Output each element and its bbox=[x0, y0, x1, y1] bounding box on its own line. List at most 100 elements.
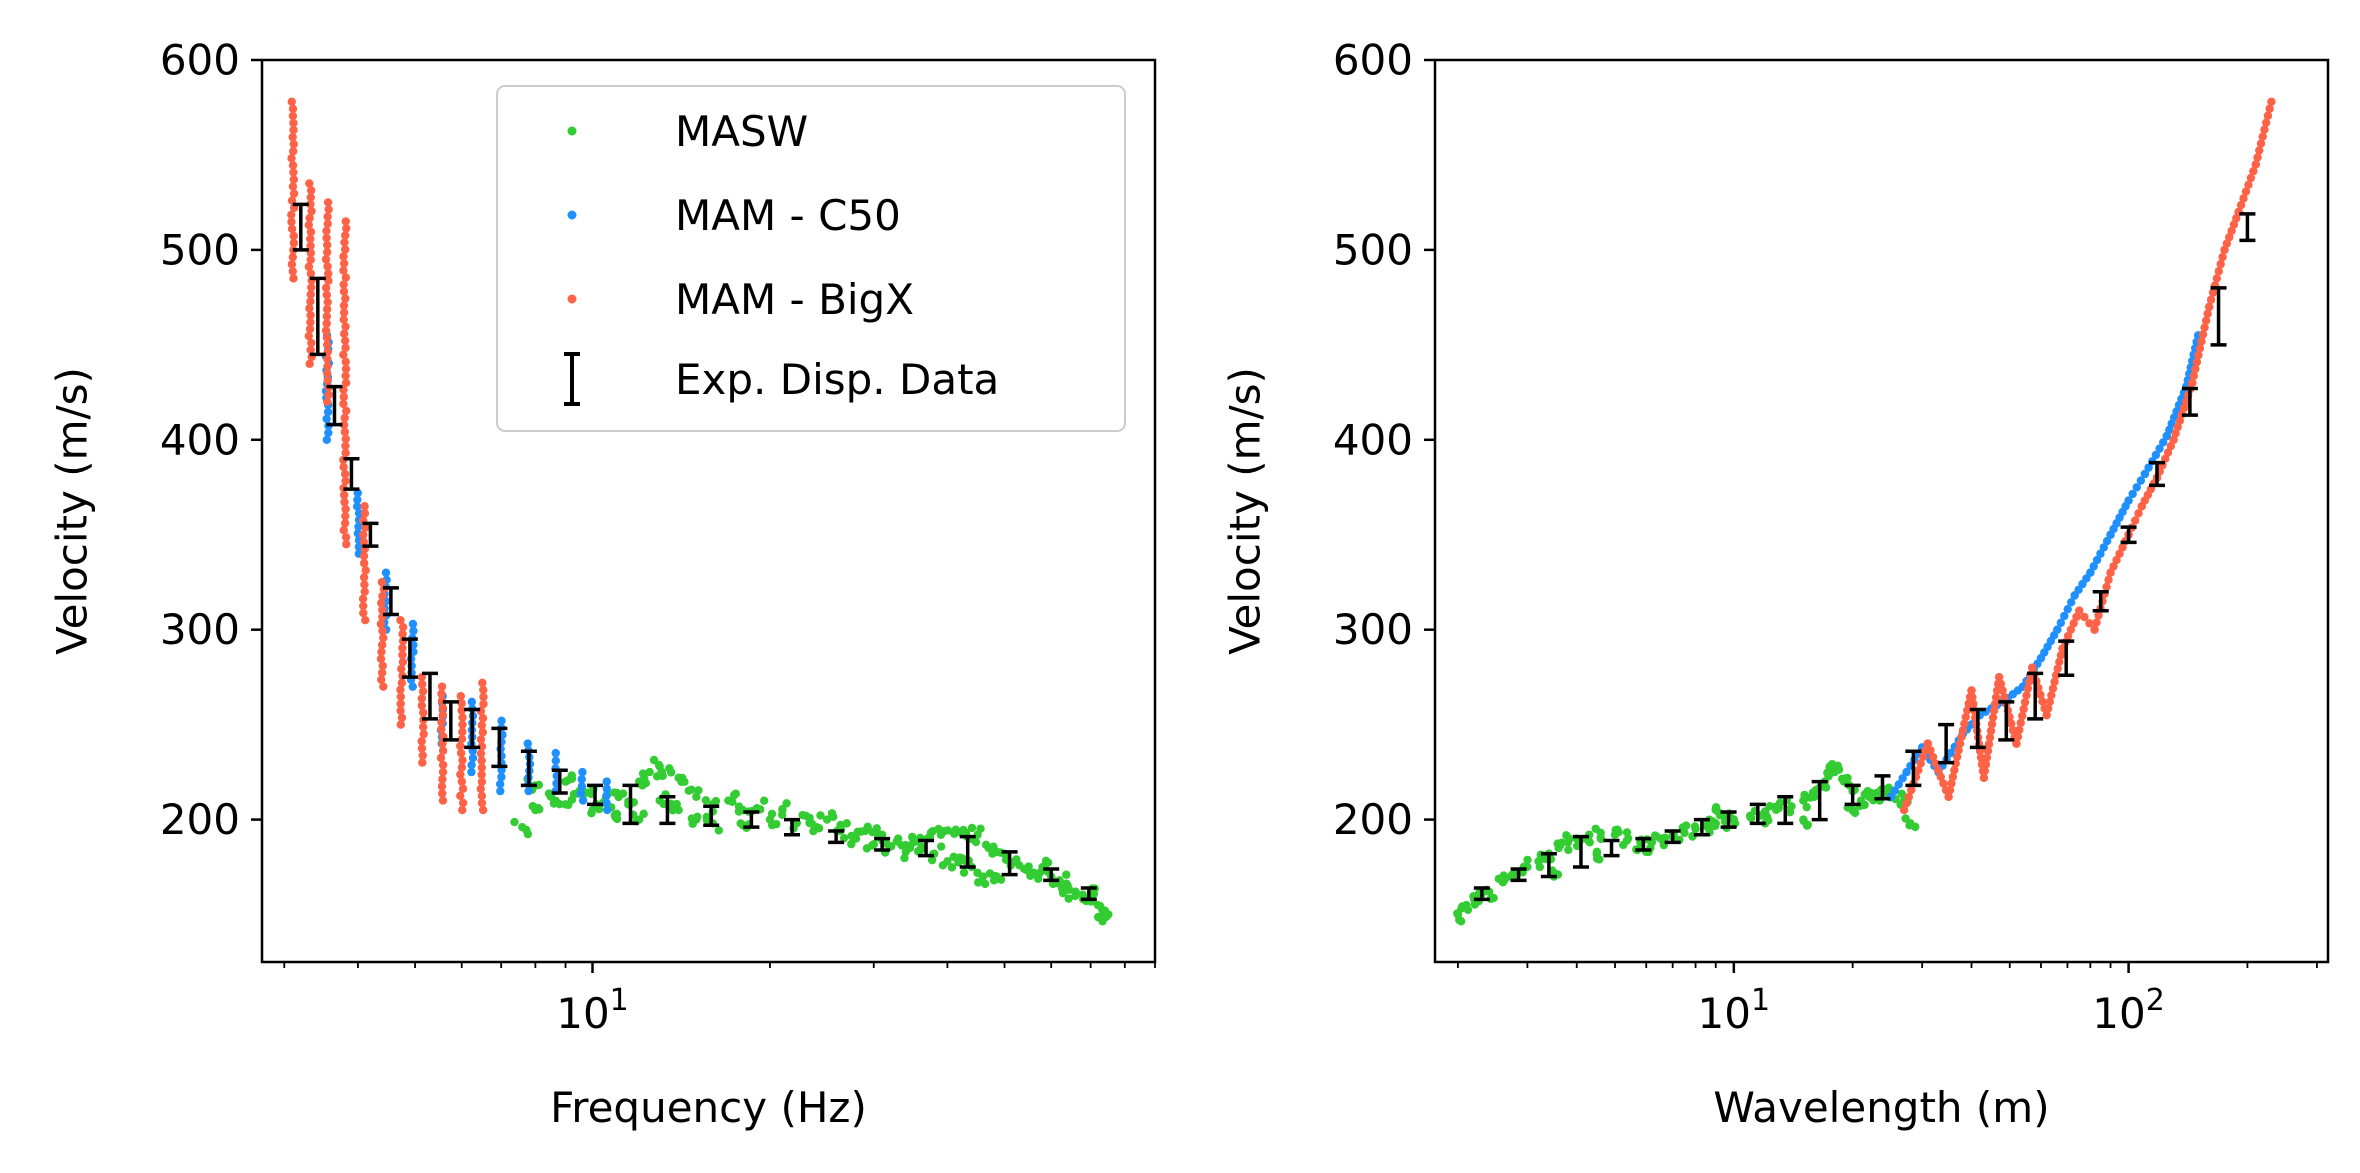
point-mam-bigx bbox=[339, 462, 348, 472]
point-mam-bigx bbox=[1948, 772, 1958, 782]
point-mam-c50 bbox=[602, 791, 611, 801]
errorbar bbox=[1905, 749, 1922, 788]
point-mam-bigx bbox=[2225, 233, 2234, 242]
point-mam-bigx bbox=[358, 594, 368, 604]
point-mam-bigx bbox=[1988, 713, 1998, 722]
y-tick-label: 200 bbox=[160, 795, 240, 844]
point-mam-bigx bbox=[2198, 330, 2208, 339]
point-mam-bigx bbox=[288, 267, 297, 276]
point-mam-bigx bbox=[341, 322, 350, 331]
point-mam-bigx bbox=[289, 147, 298, 156]
point-mam-bigx bbox=[1960, 719, 1969, 728]
point-mam-bigx bbox=[359, 537, 368, 547]
point-mam-c50 bbox=[323, 407, 333, 417]
point-mam-bigx bbox=[359, 608, 368, 618]
streak-mam-bigx bbox=[456, 691, 468, 815]
point-masw bbox=[1457, 904, 1466, 913]
errorbar bbox=[587, 783, 604, 807]
point-mam-bigx bbox=[2171, 429, 2180, 438]
point-mam-bigx bbox=[419, 729, 428, 739]
errorbar bbox=[1844, 783, 1861, 807]
point-mam-bigx bbox=[360, 509, 370, 518]
point-mam-bigx bbox=[289, 231, 298, 241]
point-mam-c50 bbox=[578, 796, 588, 805]
point-mam-bigx bbox=[1955, 739, 1965, 748]
point-masw bbox=[863, 822, 872, 832]
point-mam-bigx bbox=[306, 311, 315, 320]
point-mam-bigx bbox=[342, 224, 351, 233]
point-masw bbox=[1682, 821, 1691, 830]
point-mam-bigx bbox=[2255, 146, 2264, 155]
point-masw bbox=[694, 786, 703, 795]
point-masw bbox=[731, 789, 741, 798]
point-mam-bigx bbox=[323, 198, 333, 207]
streak-mam-bigx bbox=[304, 179, 316, 369]
errorbar bbox=[1998, 700, 2015, 742]
point-mam-bigx bbox=[341, 217, 350, 226]
point-mam-bigx bbox=[288, 252, 298, 262]
point-mam-bigx bbox=[2115, 549, 2124, 558]
point-mam-bigx bbox=[457, 777, 467, 786]
point-mam-bigx bbox=[396, 720, 405, 729]
point-masw bbox=[936, 842, 946, 851]
frequency-ticks: 200 300 400 500 600 101 bbox=[160, 36, 1156, 1038]
point-masw bbox=[1565, 834, 1574, 843]
point-mam-bigx bbox=[438, 746, 448, 755]
point-masw bbox=[1803, 820, 1813, 829]
point-mam-bigx bbox=[377, 647, 386, 657]
point-mam-bigx bbox=[396, 615, 405, 625]
point-mam-bigx bbox=[2072, 612, 2081, 622]
point-mam-bigx bbox=[322, 305, 332, 314]
point-mam-bigx bbox=[456, 770, 465, 779]
point-mam-bigx bbox=[323, 262, 332, 271]
point-masw bbox=[1071, 891, 1080, 901]
point-mam-bigx bbox=[398, 650, 407, 660]
point-mam-bigx bbox=[1907, 785, 1916, 795]
point-mam-bigx bbox=[479, 699, 488, 709]
point-masw bbox=[1455, 915, 1464, 925]
streak-mam-bigx bbox=[287, 97, 299, 283]
point-mam-bigx bbox=[478, 678, 487, 688]
point-mam-c50 bbox=[467, 697, 477, 707]
errorbar bbox=[1938, 722, 1955, 765]
point-masw bbox=[1098, 917, 1107, 926]
point-masw bbox=[897, 841, 906, 850]
point-mam-bigx bbox=[457, 699, 466, 708]
point-mam-bigx bbox=[339, 392, 349, 402]
point-masw bbox=[886, 841, 895, 851]
point-mam-c50 bbox=[352, 502, 362, 511]
point-masw bbox=[1591, 824, 1600, 833]
point-mam-bigx bbox=[288, 104, 298, 114]
point-mam-c50 bbox=[602, 777, 611, 786]
point-masw bbox=[640, 774, 649, 783]
point-masw bbox=[1065, 885, 1074, 894]
point-mam-bigx bbox=[360, 502, 369, 511]
point-mam-bigx bbox=[359, 551, 369, 561]
point-masw bbox=[687, 785, 696, 794]
point-masw bbox=[767, 809, 777, 819]
point-mam-bigx bbox=[324, 205, 333, 214]
point-mam-bigx bbox=[2056, 651, 2066, 660]
point-masw bbox=[1619, 840, 1628, 850]
point-mam-bigx bbox=[1991, 693, 2001, 702]
legend-marker-masw bbox=[567, 126, 577, 136]
x-tick-label: 101 bbox=[556, 983, 629, 1038]
point-mam-bigx bbox=[1985, 733, 1995, 742]
point-masw bbox=[711, 796, 721, 806]
point-mam-bigx bbox=[361, 523, 370, 532]
point-mam-bigx bbox=[322, 340, 332, 350]
point-mam-bigx bbox=[2175, 416, 2185, 425]
point-masw bbox=[959, 825, 968, 835]
y-tick-label: 600 bbox=[1333, 36, 1413, 85]
point-mam-bigx bbox=[322, 312, 332, 321]
point-mam-bigx bbox=[360, 587, 369, 596]
point-mam-bigx bbox=[1933, 766, 1943, 775]
point-mam-bigx bbox=[1954, 746, 1963, 755]
point-masw bbox=[1842, 773, 1851, 783]
point-mam-c50 bbox=[1890, 786, 1900, 795]
point-mam-bigx bbox=[417, 744, 427, 753]
point-mam-bigx bbox=[478, 713, 488, 723]
point-mam-bigx bbox=[418, 758, 427, 767]
point-mam-bigx bbox=[323, 362, 332, 371]
